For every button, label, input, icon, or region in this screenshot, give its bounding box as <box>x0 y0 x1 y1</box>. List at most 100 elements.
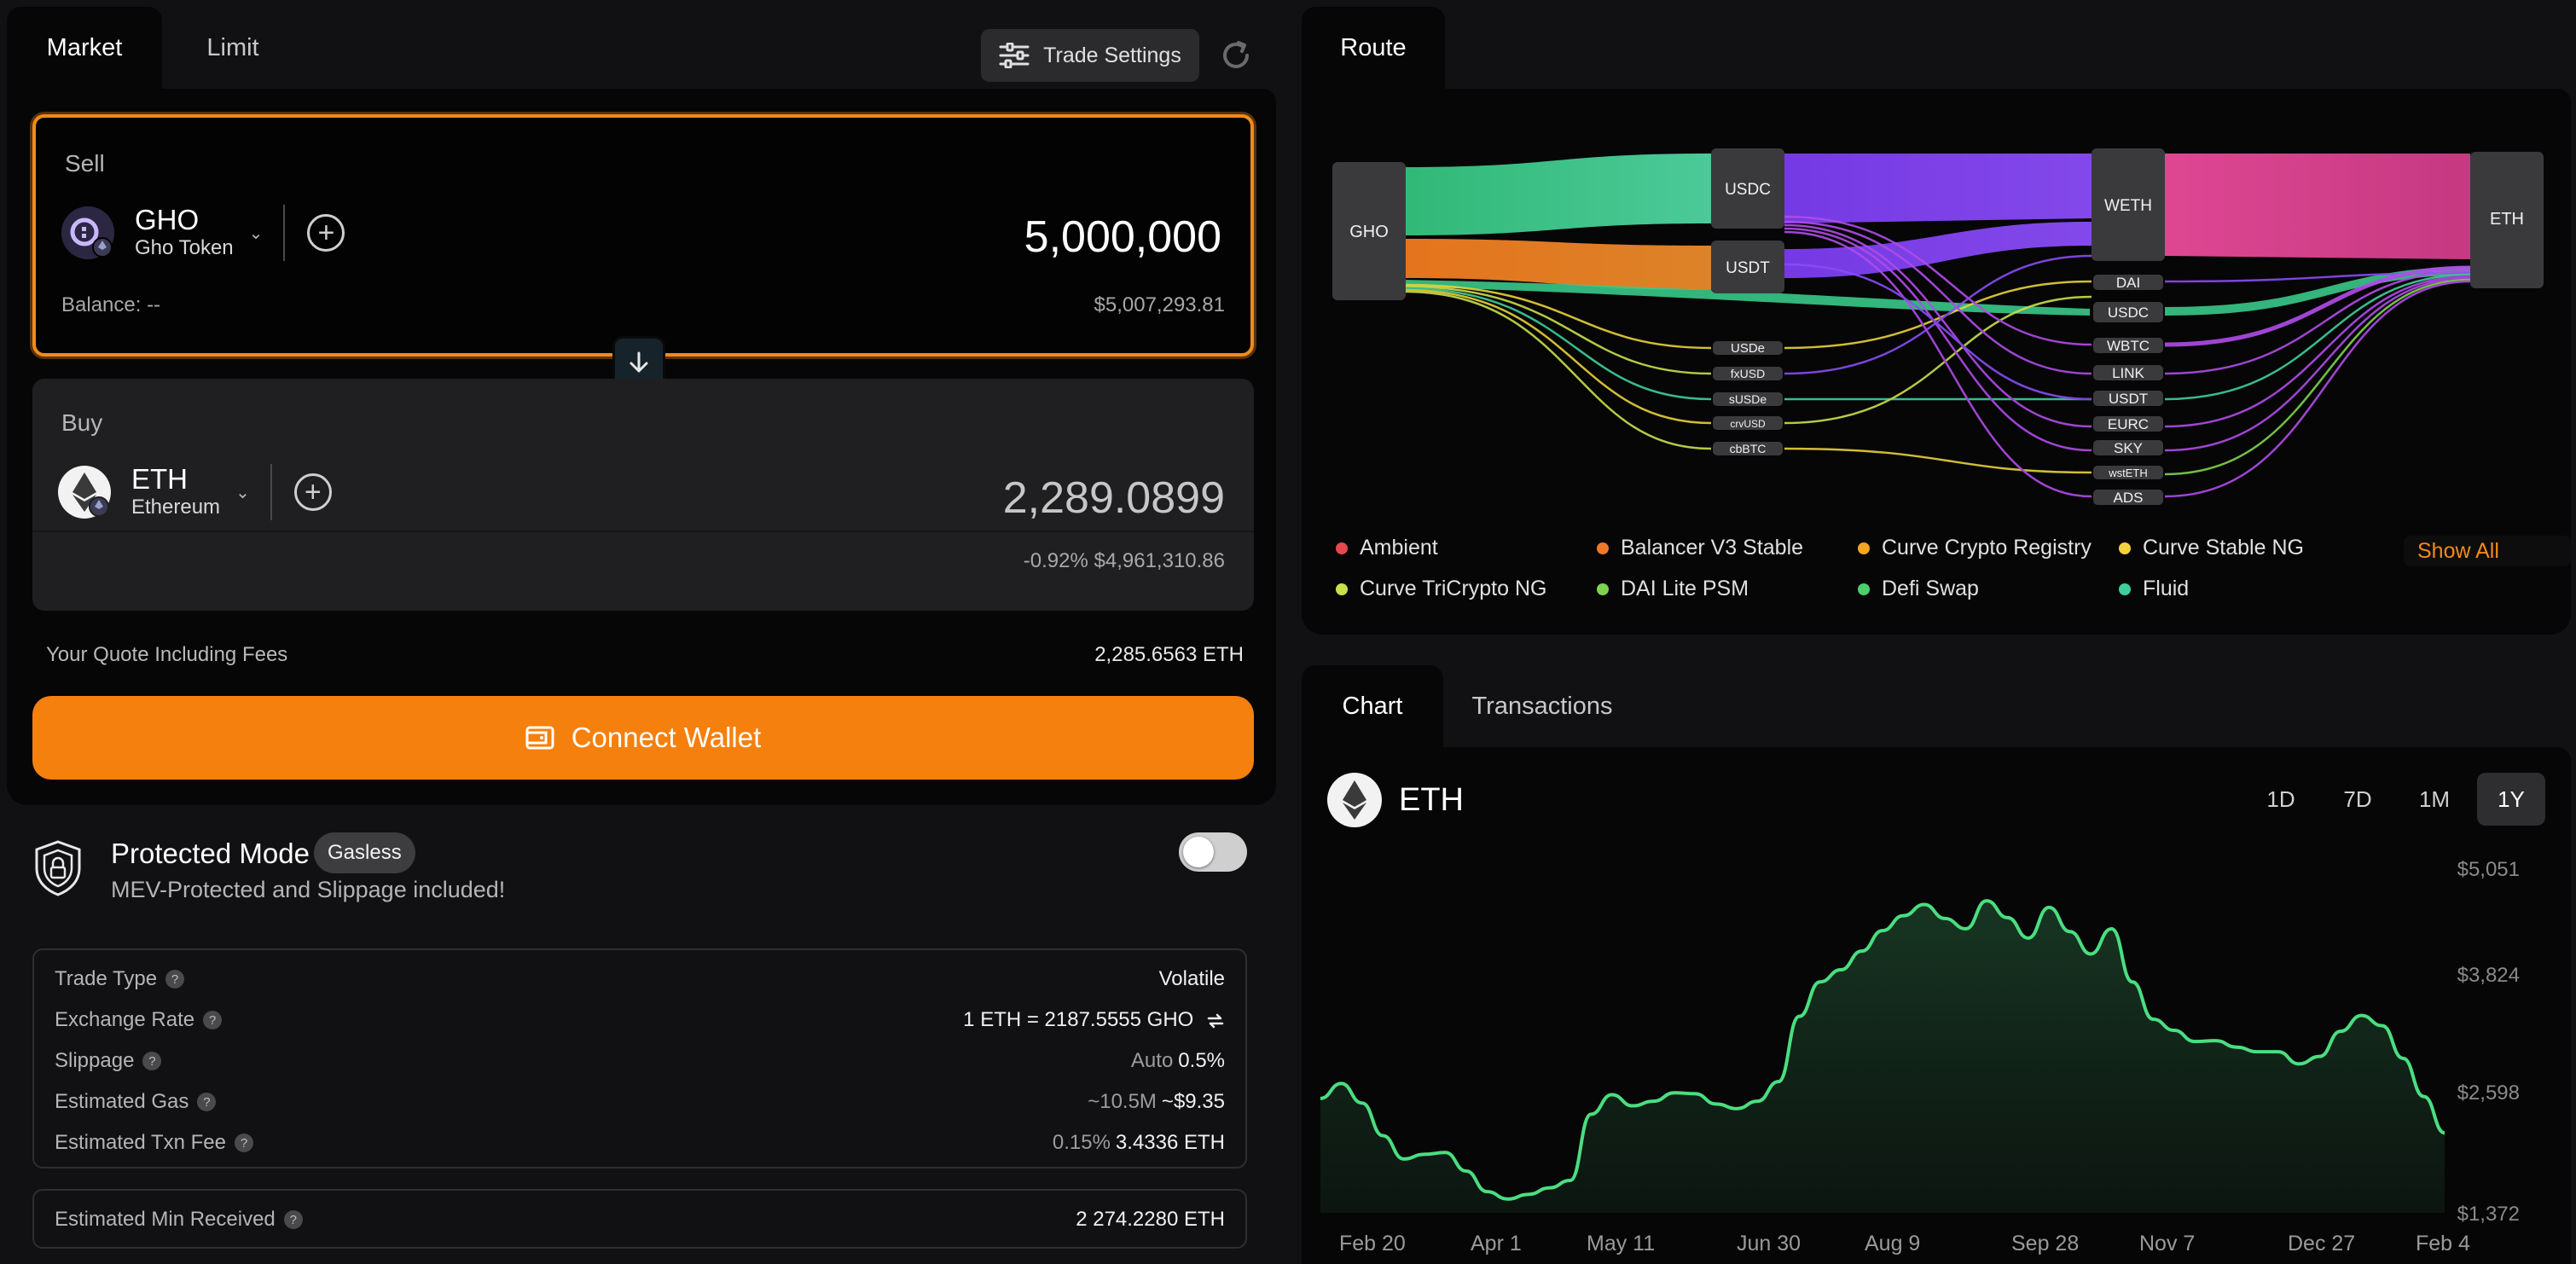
route-legend: Ambient Balancer V3 Stable Curve Crypto … <box>1336 536 2571 621</box>
gho-token-icon <box>61 206 114 259</box>
help-icon[interactable]: ? <box>142 1052 162 1070</box>
route-small-node <box>2093 302 2163 322</box>
gasless-badge: Gasless <box>314 832 415 873</box>
range-button-1y[interactable]: 1Y <box>2477 773 2545 826</box>
toggle-knob <box>1183 837 1214 867</box>
legend-dot <box>1858 542 1870 554</box>
detail-value: Volatile <box>1158 967 1225 990</box>
legend-item[interactable]: Balancer V3 Stable <box>1597 536 1803 560</box>
buy-token-names: ETH Ethereum <box>131 464 220 520</box>
range-button-1d[interactable]: 1D <box>2266 786 2295 812</box>
detail-label: Exchange Rate <box>55 1008 195 1031</box>
route-diagram: GHO USDC USDT WETH ETH USDe fxUSD sUSDe … <box>1332 148 2544 506</box>
buy-amount-output: 2,289.0899 <box>1002 473 1225 523</box>
route-small-node <box>1713 442 1783 455</box>
detail-label: Slippage <box>55 1049 135 1072</box>
legend-item[interactable]: Fluid <box>2119 577 2189 601</box>
sell-box[interactable]: Sell GHO Gho Token ⌄ + <box>32 114 1254 357</box>
detail-value: 1 ETH = 2187.5555 GHO <box>963 1008 1194 1031</box>
connect-wallet-button[interactable]: Connect Wallet <box>32 696 1254 780</box>
detail-value: ~$9.35 <box>1161 1090 1225 1113</box>
route-small-node <box>1713 367 1783 380</box>
add-token-icon[interactable]: + <box>293 473 332 511</box>
legend-dot <box>1336 583 1348 595</box>
buy-token-symbol: ETH <box>131 463 188 495</box>
legend-dot <box>2119 542 2131 554</box>
legend-item[interactable]: Curve Crypto Registry <box>1858 536 2092 560</box>
help-icon[interactable]: ? <box>283 1210 303 1229</box>
tab-route[interactable]: Route <box>1302 7 1445 89</box>
route-small-node <box>1713 416 1783 430</box>
show-all-button[interactable]: Show All <box>2404 536 2571 566</box>
route-small-node <box>2093 416 2163 432</box>
shield-icon <box>35 840 81 896</box>
trade-settings-button[interactable]: Trade Settings <box>981 29 1199 82</box>
buy-usd-value: $4,961,310.86 <box>1094 549 1225 572</box>
legend-item[interactable]: DAI Lite PSM <box>1597 577 1749 601</box>
help-icon[interactable]: ? <box>203 1011 223 1029</box>
y-tick-label: $1,372 <box>2457 1203 2520 1226</box>
route-small-node-label: cbBTC <box>1730 442 1767 455</box>
tab-limit[interactable]: Limit <box>206 33 259 61</box>
route-small-node-label: ADS <box>2114 490 2144 506</box>
route-small-node <box>2093 365 2163 380</box>
legend-item[interactable]: Ambient <box>1336 536 1438 560</box>
range-button-1m[interactable]: 1M <box>2418 786 2451 812</box>
quote-value: 2,285.6563 ETH <box>1094 643 1244 666</box>
tab-market[interactable]: Market <box>7 7 162 89</box>
protected-mode-toggle[interactable] <box>1179 832 1247 872</box>
price-line <box>1320 899 2445 1201</box>
help-icon[interactable]: ? <box>165 970 185 989</box>
sliders-icon <box>999 43 1030 68</box>
arrow-down-icon <box>629 351 648 373</box>
help-icon[interactable]: ? <box>234 1134 253 1152</box>
add-token-icon[interactable]: + <box>307 214 345 252</box>
range-button-7d[interactable]: 7D <box>2343 786 2372 812</box>
detail-row-min-received: Estimated Min Received? 2 274.2280 ETH <box>55 1203 1225 1237</box>
quote-row: Your Quote Including Fees 2,285.6563 ETH <box>46 643 1244 667</box>
tab-chart[interactable]: Chart <box>1302 665 1443 747</box>
buy-label: Buy <box>61 409 103 436</box>
legend-item[interactable]: Curve TriCrypto NG <box>1336 577 1546 601</box>
detail-row-exchange-rate: Exchange Rate? 1 ETH = 2187.5555 GHO <box>55 1003 1225 1037</box>
legend-label: Balancer V3 Stable <box>1621 536 1804 560</box>
detail-label: Estimated Min Received <box>55 1208 276 1231</box>
route-small-node-label: USDe <box>1731 341 1765 356</box>
detail-row-slippage: Slippage? Auto 0.5% <box>55 1044 1225 1078</box>
swap-arrows-icon[interactable] <box>1206 1012 1225 1029</box>
legend-item[interactable]: Defi Swap <box>1858 577 1979 601</box>
protected-mode-title: Protected Mode <box>111 838 310 869</box>
legend-item[interactable]: Curve Stable NG <box>2119 536 2304 560</box>
help-icon[interactable]: ? <box>197 1093 217 1111</box>
x-tick-label: Dec 27 <box>2288 1232 2356 1255</box>
route-node-mid1-0: USDC <box>1711 148 1784 229</box>
y-tick-label: $3,824 <box>2457 964 2520 987</box>
refresh-icon[interactable] <box>1218 38 1254 73</box>
detail-muted: 0.15% <box>1052 1131 1111 1154</box>
route-small-node-label: wstETH <box>2108 467 2148 479</box>
route-node-source: GHO <box>1332 162 1406 300</box>
route-small-node-label: sUSDe <box>1729 392 1767 406</box>
min-received: Estimated Min Received? 2 274.2280 ETH <box>32 1189 1247 1249</box>
order-type-tabs: Market Limit Trade Settings <box>7 7 1276 89</box>
sell-amount-input[interactable]: 5,000,000 <box>1024 212 1221 262</box>
trade-settings-label: Trade Settings <box>1043 43 1181 67</box>
buy-box[interactable]: Buy ETH Ethereum ⌄ + <box>32 379 1254 611</box>
divider <box>283 205 286 261</box>
sell-balance: Balance: -- <box>61 293 161 316</box>
route-small-node-label: USDC <box>2108 304 2149 321</box>
route-small-node <box>1713 392 1783 406</box>
route-small-node-label: DAI <box>2116 275 2140 291</box>
tab-transactions[interactable]: Transactions <box>1471 692 1613 720</box>
price-chart <box>1320 899 2445 1213</box>
buy-token-selector[interactable]: ETH Ethereum ⌄ + <box>58 464 332 520</box>
sell-token-selector[interactable]: GHO Gho Token ⌄ + <box>61 205 345 261</box>
route-small-node-label: USDT <box>2109 391 2148 407</box>
route-node-target-label: ETH <box>2490 210 2524 229</box>
route-small-node <box>2093 391 2163 406</box>
legend-dot <box>1597 542 1609 554</box>
detail-row-gas: Estimated Gas? ~10.5M ~$9.35 <box>55 1085 1225 1119</box>
route-small-node-label: crvUSD <box>1730 418 1766 430</box>
swap-panel: Market Limit Trade Settings Sell <box>7 7 1276 1249</box>
buy-token-name: Ethereum <box>131 496 221 519</box>
